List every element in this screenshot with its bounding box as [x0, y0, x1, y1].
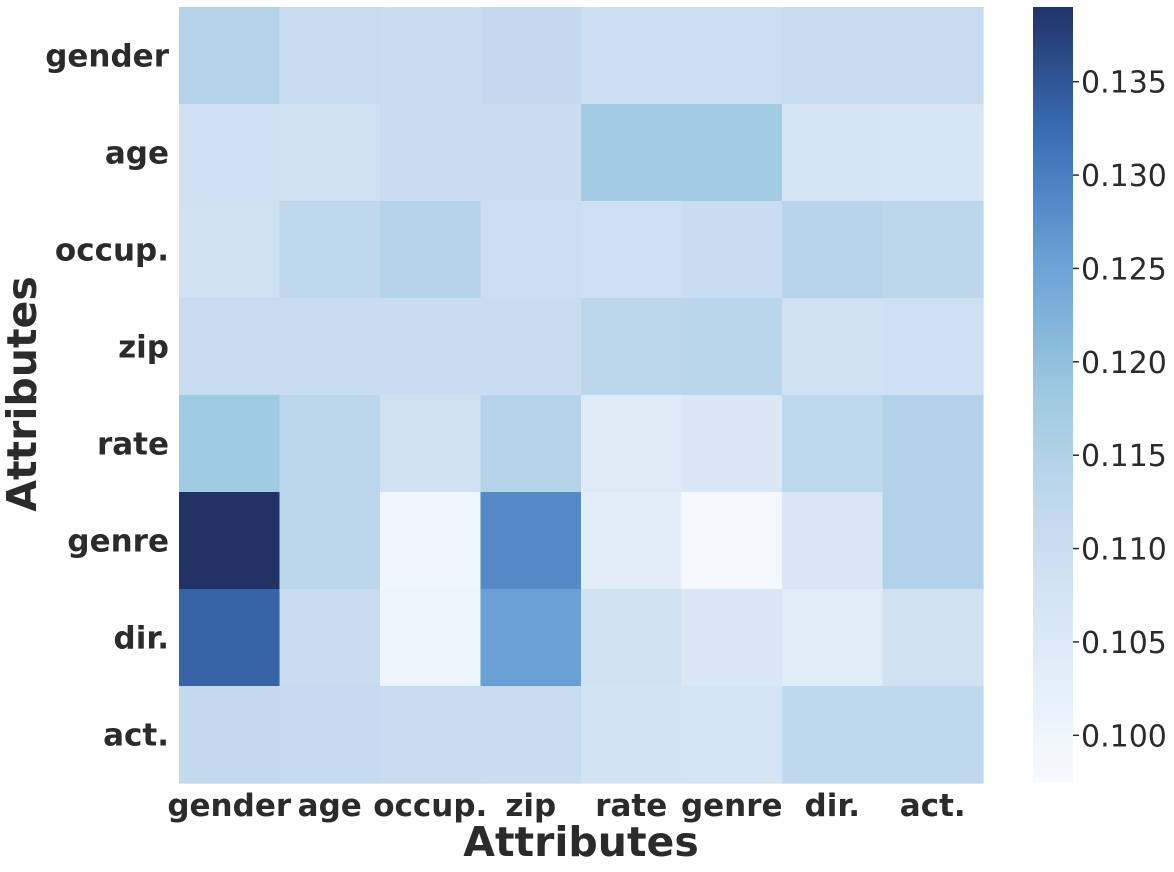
y-tick-label: age — [105, 136, 169, 172]
heatmap-cell-1-3 — [480, 104, 582, 202]
heatmap-cell-7-1 — [279, 686, 381, 784]
heatmap-cell-3-4 — [581, 298, 683, 396]
heatmap-cell-1-4 — [581, 104, 683, 202]
x-axis-title: Attributes — [463, 818, 699, 866]
x-tick-label: occup. — [373, 788, 487, 824]
heatmap-cell-4-5 — [681, 395, 783, 493]
heatmap-cell-2-5 — [681, 201, 783, 299]
heatmap-cell-7-2 — [380, 686, 482, 784]
x-tick-labels: gender age occup. zip rate genre dir. act. — [167, 788, 965, 824]
colorbar-tick-label: 0.120 — [1081, 346, 1167, 381]
x-tick-label: zip — [505, 788, 556, 824]
heatmap-cell-4-2 — [380, 395, 482, 493]
y-tick-label: occup. — [55, 233, 169, 269]
y-tick-labels: gender age occup. zip rate genre dir. act. — [45, 39, 170, 754]
heatmap-cell-2-7 — [882, 201, 984, 299]
heatmap-cell-3-6 — [782, 298, 884, 396]
heatmap-cell-3-1 — [279, 298, 381, 396]
y-tick-label: rate — [97, 427, 169, 463]
heatmap-cell-0-3 — [480, 7, 582, 105]
heatmap-cell-6-5 — [681, 589, 783, 687]
heatmap-cell-2-1 — [279, 201, 381, 299]
y-tick-label: act. — [103, 718, 169, 754]
heatmap-cell-7-3 — [480, 686, 582, 784]
x-tick-label: gender — [167, 788, 292, 824]
colorbar-tick-label: 0.105 — [1081, 626, 1167, 661]
heatmap-cell-7-5 — [681, 686, 783, 784]
heatmap-cell-0-7 — [882, 7, 984, 105]
heatmap-cell-5-1 — [279, 492, 381, 590]
heatmap-cell-0-1 — [279, 7, 381, 105]
heatmap-cell-0-2 — [380, 7, 482, 105]
heatmap-cell-2-6 — [782, 201, 884, 299]
heatmap-cell-7-4 — [581, 686, 683, 784]
heatmap-cell-4-4 — [581, 395, 683, 493]
heatmap-cell-6-4 — [581, 589, 683, 687]
heatmap-cell-1-2 — [380, 104, 482, 202]
heatmap-cell-0-6 — [782, 7, 884, 105]
heatmap-cell-2-2 — [380, 201, 482, 299]
heatmap-cell-5-3 — [480, 492, 582, 590]
heatmap-cell-6-7 — [882, 589, 984, 687]
heatmap-cell-1-0 — [179, 104, 281, 202]
heatmap-cell-6-6 — [782, 589, 884, 687]
colorbar-tick-label: 0.130 — [1081, 159, 1167, 194]
x-tick-label: age — [298, 788, 362, 824]
heatmap-cell-6-1 — [279, 589, 381, 687]
heatmap-cell-3-7 — [882, 298, 984, 396]
x-tick-label: genre — [681, 788, 783, 824]
heatmap-cell-3-0 — [179, 298, 281, 396]
heatmap-cell-5-5 — [681, 492, 783, 590]
heatmap-cell-2-0 — [179, 201, 281, 299]
heatmap-cell-2-4 — [581, 201, 683, 299]
heatmap-cell-1-5 — [681, 104, 783, 202]
heatmap-cell-5-6 — [782, 492, 884, 590]
colorbar-tick-label: 0.125 — [1081, 252, 1167, 287]
colorbar-tick-label: 0.135 — [1081, 66, 1167, 101]
colorbar — [1033, 7, 1073, 782]
y-tick-label: genre — [67, 524, 169, 560]
heatmap-cell-6-2 — [380, 589, 482, 687]
heatmap-cell-0-5 — [681, 7, 783, 105]
y-tick-label: dir. — [114, 621, 169, 657]
colorbar-tick-label: 0.115 — [1081, 439, 1167, 474]
heatmap-cell-6-0 — [179, 589, 281, 687]
heatmap-cell-5-0 — [179, 492, 281, 590]
heatmap-cell-4-3 — [480, 395, 582, 493]
heatmap-cell-3-3 — [480, 298, 582, 396]
heatmap-cell-5-7 — [882, 492, 984, 590]
heatmap-cell-4-7 — [882, 395, 984, 493]
y-axis-title: Attributes — [0, 276, 46, 512]
heatmap-cell-1-1 — [279, 104, 381, 202]
colorbar-tick-label: 0.110 — [1081, 533, 1167, 568]
heatmap-cell-1-7 — [882, 104, 984, 202]
y-tick-label: zip — [118, 330, 169, 366]
colorbar-ticks: 0.100 0.105 0.110 0.115 0.120 0.125 0.130 0.135 — [1073, 66, 1167, 754]
heatmap-cell-4-0 — [179, 395, 281, 493]
heatmap-cell-7-0 — [179, 686, 281, 784]
heatmap-cell-5-2 — [380, 492, 482, 590]
heatmap-cell-7-7 — [882, 686, 984, 784]
heatmap-cell-2-3 — [480, 201, 582, 299]
heatmap-cell-0-4 — [581, 7, 683, 105]
heatmap-cell-7-6 — [782, 686, 884, 784]
heatmap-cell-4-6 — [782, 395, 884, 493]
heatmap-cell-3-2 — [380, 298, 482, 396]
x-tick-label: dir. — [805, 788, 860, 824]
heatmap-cell-3-5 — [681, 298, 783, 396]
y-tick-label: gender — [45, 39, 170, 75]
x-tick-label: rate — [595, 788, 667, 824]
heatmap-cell-5-4 — [581, 492, 683, 590]
heatmap-cell-4-1 — [279, 395, 381, 493]
heatmap-cell-6-3 — [480, 589, 582, 687]
heatmap-cells — [179, 7, 984, 784]
colorbar-tick-label: 0.100 — [1081, 719, 1167, 754]
heatmap-cell-1-6 — [782, 104, 884, 202]
x-tick-label: act. — [900, 788, 966, 824]
heatmap-cell-0-0 — [179, 7, 281, 105]
